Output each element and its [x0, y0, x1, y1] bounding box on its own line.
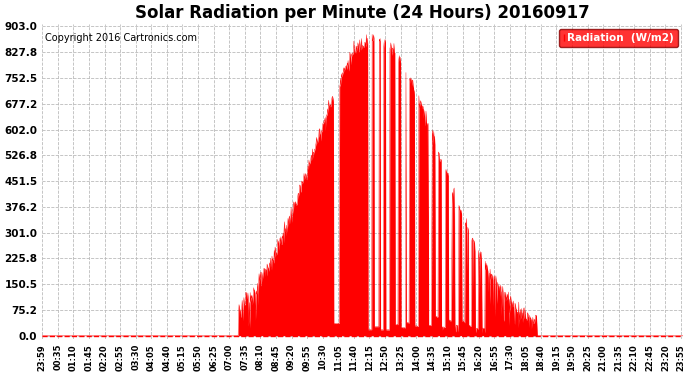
Title: Solar Radiation per Minute (24 Hours) 20160917: Solar Radiation per Minute (24 Hours) 20…	[135, 4, 590, 22]
Legend: Radiation  (W/m2): Radiation (W/m2)	[560, 29, 678, 47]
Text: Copyright 2016 Cartronics.com: Copyright 2016 Cartronics.com	[46, 33, 197, 43]
